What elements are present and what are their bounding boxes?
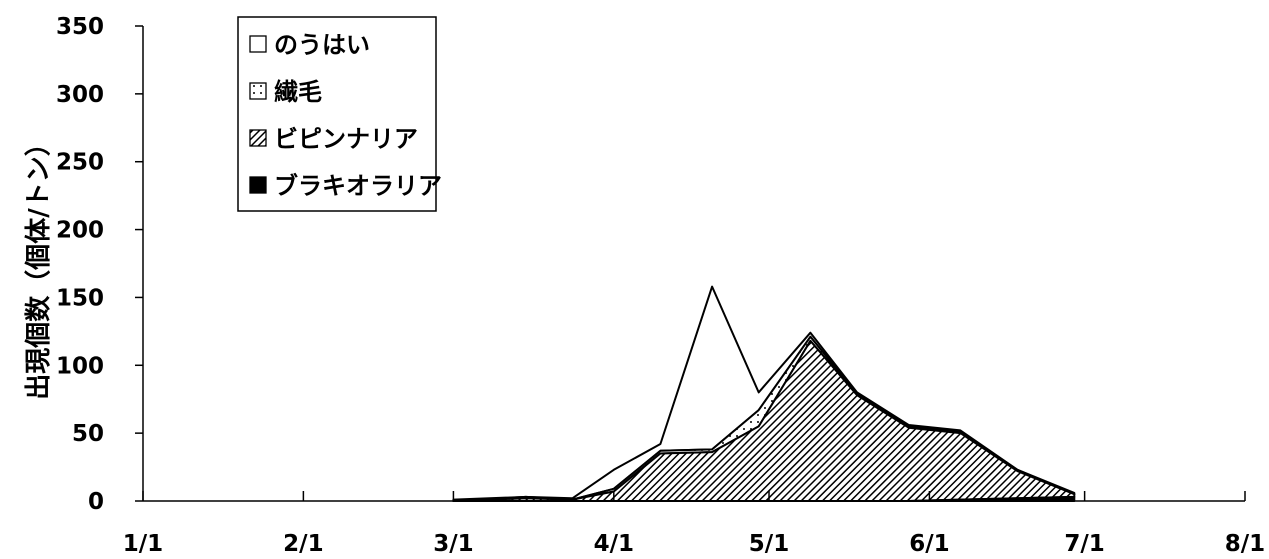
y-axis-ticks: 0 50 100 150 200 250 300 350 (56, 14, 143, 515)
x-tick-label: 6/1 (909, 531, 949, 557)
legend-swatch-hatched (249, 129, 267, 147)
y-axis-title: 出現個数（個体/トン） (24, 130, 54, 400)
y-tick-label: 200 (56, 218, 104, 244)
area-hatched (452, 339, 1076, 502)
legend-label: ブラキオラリア (274, 172, 442, 200)
x-axis-ticks: 1/1 2/1 3/1 4/1 5/1 6/1 7/1 8/1 (123, 491, 1265, 557)
y-tick-label: 250 (56, 150, 104, 176)
legend-swatch-empty (249, 35, 267, 53)
legend-swatch-solid (249, 176, 267, 194)
y-tick-label: 150 (56, 285, 104, 311)
x-tick-label: 7/1 (1064, 531, 1104, 557)
y-tick-label: 100 (56, 353, 104, 379)
y-tick-label: 350 (56, 14, 104, 40)
area-series-group (452, 285, 1076, 502)
legend-label: のうはい (274, 31, 370, 59)
legend-box (237, 16, 437, 212)
y-tick-label: 0 (88, 489, 104, 515)
legend-label: ビピンナリア (274, 125, 418, 153)
y-tick-label: 50 (72, 421, 104, 447)
x-tick-label: 1/1 (123, 531, 163, 557)
legend-label: 繊毛 (274, 78, 322, 106)
legend-swatch-dotted (249, 82, 267, 100)
x-tick-label: 5/1 (749, 531, 789, 557)
axes (142, 26, 1245, 502)
x-tick-label: 3/1 (433, 531, 473, 557)
x-tick-label: 4/1 (594, 531, 634, 557)
x-tick-label: 2/1 (283, 531, 323, 557)
x-tick-label: 8/1 (1225, 531, 1265, 557)
y-tick-label: 300 (56, 82, 104, 108)
